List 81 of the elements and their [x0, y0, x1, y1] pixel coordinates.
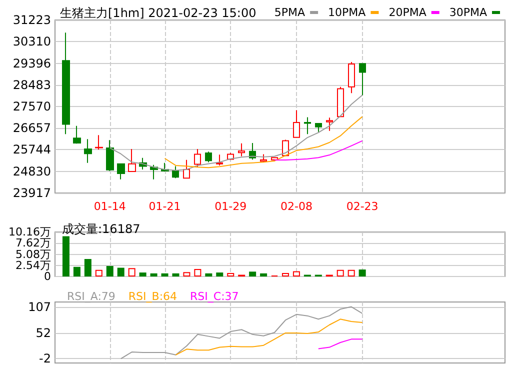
bar [106, 266, 114, 276]
bar [205, 273, 212, 276]
text: RSI_C:37 [190, 290, 239, 303]
y-tick-label: 7.62万 [16, 236, 51, 250]
bar [336, 270, 344, 276]
candlestick [73, 125, 81, 144]
bar [62, 236, 70, 276]
y-tick-label: 30310 [12, 34, 51, 49]
candlestick [194, 148, 201, 168]
y-tick-label: 25744 [12, 142, 51, 157]
y-tick-label: 2.54万 [16, 258, 51, 272]
candlestick [293, 110, 300, 138]
bar [150, 273, 158, 276]
bar [128, 268, 136, 276]
bar [73, 266, 80, 276]
candlestick [260, 154, 267, 163]
candlestick [304, 116, 311, 135]
legend-label: 20PMA [388, 6, 427, 19]
y-tick-label: 107 [28, 300, 51, 314]
line-series [175, 318, 363, 356]
y-tick-label: 5.08万 [16, 248, 51, 261]
candlestick [238, 142, 245, 157]
y-tick-label: 29396 [12, 56, 51, 70]
bar [227, 272, 234, 276]
y-tick-label: 24830 [12, 164, 51, 178]
text: RSI_A:79 [67, 290, 116, 303]
candlestick [128, 148, 136, 172]
bar [194, 269, 202, 276]
candlestick [84, 138, 92, 164]
chart-title: 成交量:16187 [62, 222, 140, 236]
y-tick-label: 10.16万 [8, 226, 51, 238]
y-tick-label: 27570 [12, 100, 51, 114]
bar [292, 271, 300, 276]
candlestick [315, 123, 322, 132]
bar [348, 270, 355, 276]
bar [260, 273, 268, 276]
x-tick-label: 01-29 [214, 200, 247, 213]
y-tick-label: 26657 [12, 121, 51, 136]
candlestick [205, 151, 212, 163]
line-series [120, 306, 363, 360]
legend-label: 10PMA [328, 6, 366, 19]
y-tick-label: 31223 [12, 13, 51, 27]
legend-label: 5PMA [274, 6, 306, 19]
candlestick [359, 63, 366, 96]
bar [95, 270, 102, 276]
legend-label: 30PMA [449, 6, 488, 19]
y-tick-label: 28483 [12, 78, 51, 92]
bar [282, 272, 289, 276]
candlestick [326, 117, 333, 132]
candlestick [172, 166, 179, 179]
y-tick-label: -2 [39, 352, 51, 365]
bar [172, 273, 180, 276]
bar [84, 258, 92, 276]
bar [216, 272, 224, 276]
bar [358, 269, 366, 276]
x-tick-label: 02-23 [346, 200, 378, 213]
line-series [318, 338, 363, 350]
x-tick-label: 01-14 [94, 200, 126, 213]
x-tick-label: 02-08 [280, 200, 312, 213]
candlestick [106, 140, 114, 172]
candlestick [95, 134, 103, 150]
x-tick-label: 01-21 [148, 200, 181, 213]
candlestick [348, 62, 355, 94]
candlestick [117, 163, 125, 180]
bar [183, 272, 190, 276]
candlestick [216, 154, 223, 166]
candlestick [183, 159, 190, 179]
line-series [274, 140, 363, 161]
bar [249, 272, 256, 276]
y-tick-label: 52 [36, 326, 51, 340]
y-tick-label: 23917 [12, 186, 51, 200]
bar [161, 273, 168, 276]
line-series [109, 94, 363, 171]
bar [117, 268, 124, 276]
candlestick [62, 32, 70, 135]
candlestick [337, 86, 344, 118]
y-tick-label: 0 [44, 270, 51, 283]
chart-title: 生猪主力[1hm] 2021-02-23 15:00 [60, 6, 256, 20]
bar [139, 272, 146, 276]
line-series [164, 116, 363, 168]
text: RSI_B:64 [128, 290, 178, 303]
